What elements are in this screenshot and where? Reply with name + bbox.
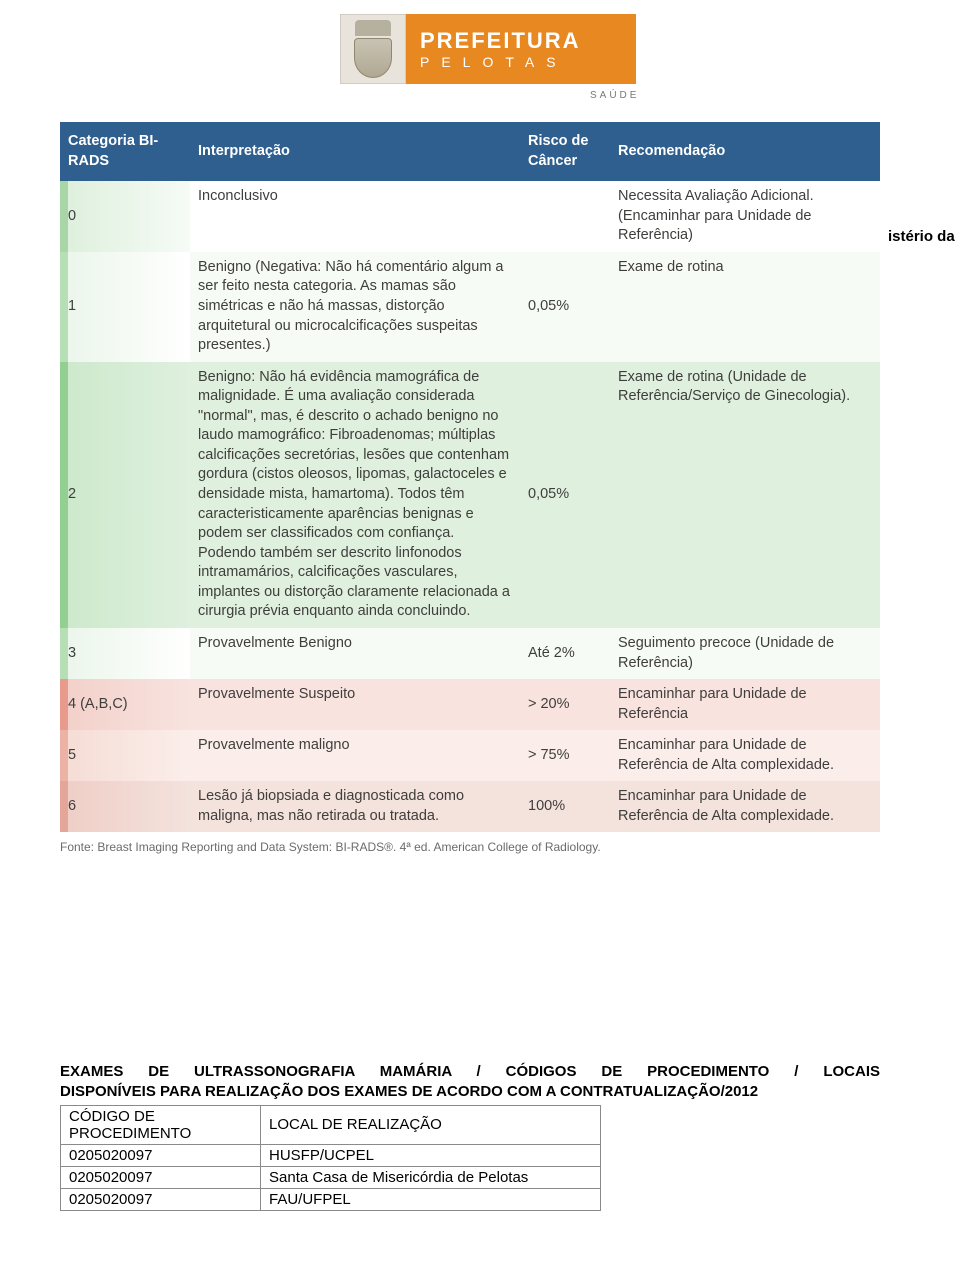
cell-code: 0205020097: [61, 1188, 261, 1210]
cell-risk: > 75%: [520, 730, 610, 781]
city-crest-icon: [340, 14, 406, 84]
cell-code: 0205020097: [61, 1166, 261, 1188]
table-row: 0Inconclusivo Necessita Avaliação Adicion…: [60, 181, 880, 252]
cell-category: 0: [60, 181, 190, 252]
col-header-interpretation: Interpretação: [190, 122, 520, 181]
table-row: 4 (A,B,C)Provavelmente Suspeito> 20%Enca…: [60, 679, 880, 730]
procedure-table: CÓDIGO DE PROCEDIMENTO LOCAL DE REALIZAÇ…: [60, 1105, 601, 1211]
table-row: 5Provavelmente maligno> 75%Encaminhar pa…: [60, 730, 880, 781]
birads-section: Categoria BI-RADS Interpretação Risco de…: [60, 122, 880, 854]
birads-table: Categoria BI-RADS Interpretação Risco de…: [60, 122, 880, 832]
cell-category: 1: [60, 252, 190, 362]
col-header-category: Categoria BI-RADS: [60, 122, 190, 181]
proc-col-header-code: CÓDIGO DE PROCEDIMENTO: [61, 1105, 261, 1144]
dept-label: SAÚDE: [590, 90, 639, 101]
proc-col-header-place: LOCAL DE REALIZAÇÃO: [261, 1105, 601, 1144]
ultrasound-heading-line2: DISPONÍVEIS PARA REALIZAÇÃO DOS EXAMES D…: [60, 1082, 880, 1102]
cell-interpretation: Inconclusivo: [190, 181, 520, 252]
col-header-risk: Risco de Câncer: [520, 122, 610, 181]
cell-interpretation: Provavelmente Suspeito: [190, 679, 520, 730]
col-header-recommendation: Recomendação: [610, 122, 880, 181]
cell-place: FAU/UFPEL: [261, 1188, 601, 1210]
ultrasound-section: EXAMES DE ULTRASSONOGRAFIA MAMÁRIA / CÓD…: [60, 1062, 880, 1211]
cell-risk: 100%: [520, 781, 610, 832]
cell-recommendation: Encaminhar para Unidade de Referência de…: [610, 730, 880, 781]
cell-recommendation: Exame de rotina (Unidade de Referência/S…: [610, 362, 880, 628]
cell-interpretation: Benigno: Não há evidência mamográfica de…: [190, 362, 520, 628]
cell-interpretation: Lesão já biopsiada e diagnosticada como …: [190, 781, 520, 832]
cell-interpretation: Benigno (Negativa: Não há comentário alg…: [190, 252, 520, 362]
cell-risk: Até 2%: [520, 628, 610, 679]
cell-recommendation: Exame de rotina: [610, 252, 880, 362]
cell-category: 4 (A,B,C): [60, 679, 190, 730]
prefeitura-title: PREFEITURA: [420, 30, 622, 52]
birads-source: Fonte: Breast Imaging Reporting and Data…: [60, 840, 880, 854]
cell-risk: > 20%: [520, 679, 610, 730]
table-row: 0205020097Santa Casa de Misericórdia de …: [61, 1166, 601, 1188]
cell-category: 6: [60, 781, 190, 832]
ultrasound-heading-line1: EXAMES DE ULTRASSONOGRAFIA MAMÁRIA / CÓD…: [60, 1062, 880, 1082]
background-text-fragment: istério da: [888, 228, 955, 245]
cell-recommendation: Encaminhar para Unidade de Referência de…: [610, 781, 880, 832]
cell-category: 2: [60, 362, 190, 628]
cell-category: 5: [60, 730, 190, 781]
cell-recommendation: Encaminhar para Unidade de Referência: [610, 679, 880, 730]
cell-risk: 0,05%: [520, 252, 610, 362]
prefeitura-banner: PREFEITURA PELOTAS: [406, 14, 636, 84]
prefeitura-subtitle: PELOTAS: [420, 54, 622, 70]
cell-risk: 0,05%: [520, 362, 610, 628]
birads-header-row: Categoria BI-RADS Interpretação Risco de…: [60, 122, 880, 181]
table-row: 6Lesão já biopsiada e diagnosticada como…: [60, 781, 880, 832]
table-row: 2Benigno: Não há evidência mamográfica d…: [60, 362, 880, 628]
table-row: 3Provavelmente BenignoAté 2%Seguimento p…: [60, 628, 880, 679]
cell-code: 0205020097: [61, 1144, 261, 1166]
cell-recommendation: Seguimento precoce (Unidade de Referênci…: [610, 628, 880, 679]
header-logo: PREFEITURA PELOTAS: [340, 14, 636, 84]
cell-place: HUSFP/UCPEL: [261, 1144, 601, 1166]
cell-interpretation: Provavelmente maligno: [190, 730, 520, 781]
table-row: 1Benigno (Negativa: Não há comentário al…: [60, 252, 880, 362]
table-row: 0205020097FAU/UFPEL: [61, 1188, 601, 1210]
cell-recommendation: Necessita Avaliação Adicional. (Encaminh…: [610, 181, 880, 252]
cell-place: Santa Casa de Misericórdia de Pelotas: [261, 1166, 601, 1188]
cell-interpretation: Provavelmente Benigno: [190, 628, 520, 679]
cell-category: 3: [60, 628, 190, 679]
procedure-header-row: CÓDIGO DE PROCEDIMENTO LOCAL DE REALIZAÇ…: [61, 1105, 601, 1144]
table-row: 0205020097HUSFP/UCPEL: [61, 1144, 601, 1166]
cell-risk: [520, 181, 610, 252]
